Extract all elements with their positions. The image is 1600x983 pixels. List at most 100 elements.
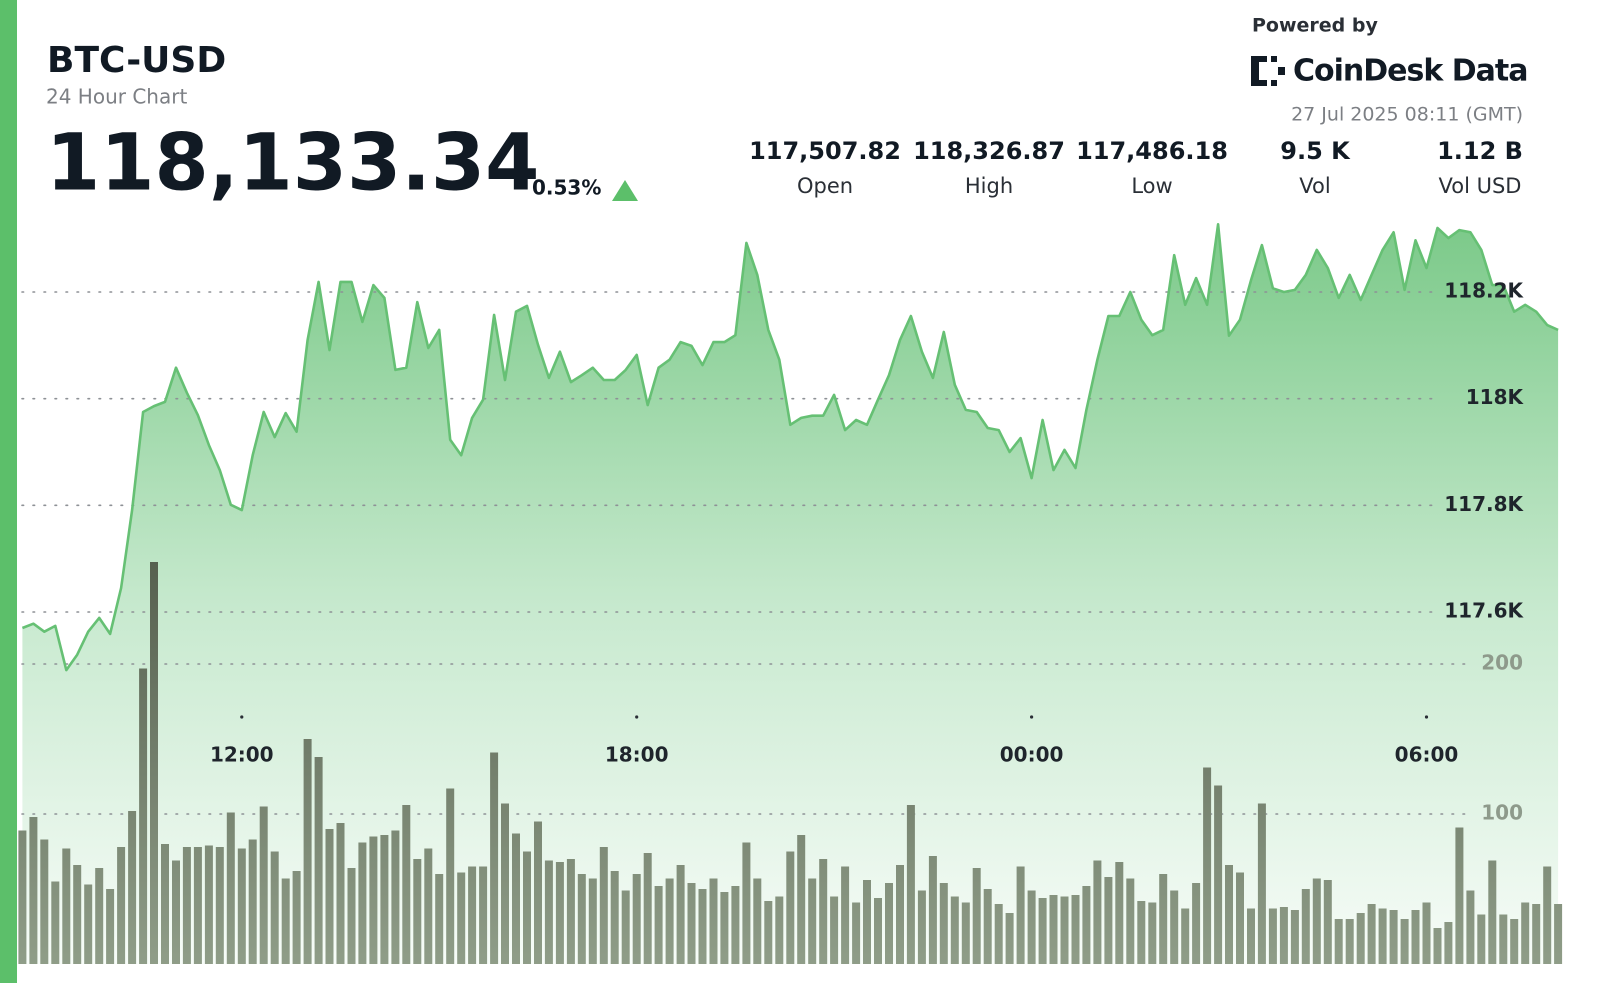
volume-bar bbox=[775, 896, 784, 964]
volume-bar bbox=[336, 823, 345, 964]
volume-bar bbox=[1345, 919, 1354, 964]
accent-stripe bbox=[0, 0, 17, 983]
volume-bar bbox=[753, 878, 762, 964]
x-tick-mark bbox=[635, 715, 639, 719]
y-tick-label: 118.2K bbox=[1444, 279, 1524, 303]
volume-bar bbox=[577, 874, 586, 964]
volume-bar bbox=[972, 868, 981, 964]
volume-bar bbox=[1444, 922, 1453, 964]
volume-bar bbox=[698, 889, 707, 964]
volume-bar bbox=[1290, 910, 1299, 964]
change-percent: 0.53% bbox=[532, 176, 601, 200]
volume-bar bbox=[665, 878, 674, 964]
volume-bar bbox=[1389, 910, 1398, 964]
stat-value: 117,486.18 bbox=[1076, 137, 1228, 165]
volume-bar bbox=[1521, 902, 1530, 964]
volume-bar bbox=[1027, 890, 1036, 964]
volume-bar bbox=[1104, 877, 1113, 964]
volume-bar bbox=[731, 886, 740, 964]
volume-bar bbox=[1455, 827, 1464, 964]
volume-bar bbox=[599, 847, 608, 964]
volume-bar bbox=[226, 812, 235, 964]
volume-bar bbox=[1071, 895, 1080, 964]
volume-bar bbox=[139, 668, 148, 964]
volume-bar bbox=[950, 896, 959, 964]
x-tick-mark bbox=[240, 715, 244, 719]
volume-bar bbox=[468, 866, 477, 964]
volume-bar bbox=[534, 821, 542, 964]
volume-bar bbox=[182, 847, 191, 964]
volume-bar bbox=[764, 901, 773, 964]
volume-bar bbox=[325, 829, 334, 964]
volume-bar bbox=[961, 902, 970, 964]
volume-bar bbox=[1488, 860, 1497, 964]
volume-bar bbox=[84, 884, 93, 964]
volume-bar bbox=[1334, 919, 1343, 964]
volume-bar bbox=[1312, 878, 1321, 964]
volume-bar bbox=[457, 872, 466, 964]
volume-bar bbox=[413, 859, 422, 964]
x-tick-label: 06:00 bbox=[1395, 743, 1459, 767]
volume-bar bbox=[709, 878, 718, 964]
volume-bar bbox=[841, 866, 850, 964]
volume-bar bbox=[1082, 886, 1091, 964]
volume-bar bbox=[446, 788, 455, 964]
volume-bar bbox=[347, 868, 356, 964]
volume-bar bbox=[896, 865, 904, 964]
volume-bar bbox=[248, 839, 257, 964]
volume-bar bbox=[1049, 895, 1058, 964]
volume-bar bbox=[1203, 767, 1212, 964]
volume-bar bbox=[281, 878, 290, 964]
price-line bbox=[21, 223, 1559, 672]
volume-bar bbox=[676, 865, 685, 964]
brand-logo bbox=[1251, 56, 1285, 86]
volume-bar bbox=[523, 851, 531, 964]
volume-bar bbox=[1378, 908, 1387, 964]
volume-bar bbox=[1170, 890, 1179, 964]
volume-bar bbox=[621, 890, 630, 964]
volume-bar bbox=[117, 847, 126, 964]
volume-bar bbox=[1115, 862, 1124, 964]
volume-bar bbox=[172, 860, 180, 964]
volume-bar bbox=[819, 859, 828, 964]
price-area bbox=[22, 224, 1559, 965]
volume-bar bbox=[479, 866, 488, 964]
volume-bar bbox=[215, 847, 224, 964]
volume-bar bbox=[62, 848, 71, 964]
volume-bar bbox=[128, 811, 137, 964]
subtitle: 24 Hour Chart bbox=[46, 85, 187, 109]
y-tick-label: 117.6K bbox=[1444, 599, 1524, 623]
volume-bar bbox=[720, 892, 729, 964]
volume-bar bbox=[1126, 878, 1135, 964]
volume-bar bbox=[1247, 908, 1255, 964]
volume-bar bbox=[1466, 890, 1475, 964]
volume-bar bbox=[555, 862, 564, 964]
x-tick-mark bbox=[1029, 715, 1034, 719]
volume-bar bbox=[1214, 785, 1223, 964]
volume-bar bbox=[380, 835, 389, 964]
volume-bar bbox=[830, 896, 839, 964]
volume-bar bbox=[292, 871, 301, 964]
volume-bar bbox=[610, 871, 619, 964]
stat-value: 118,326.87 bbox=[913, 137, 1065, 165]
powered-by: Powered by bbox=[1252, 15, 1378, 37]
volume-bar bbox=[358, 842, 367, 964]
volume-bar bbox=[501, 803, 509, 964]
volume-bar bbox=[512, 833, 520, 964]
stat-label: High bbox=[965, 174, 1013, 198]
volume-bar bbox=[1301, 889, 1310, 964]
volume-bar bbox=[18, 830, 27, 964]
x-tick-mark bbox=[1424, 715, 1429, 719]
volume-bar bbox=[994, 904, 1003, 964]
volume-bar bbox=[193, 847, 202, 964]
x-tick-label: 00:00 bbox=[1000, 743, 1064, 767]
volume-bar bbox=[29, 817, 38, 964]
volume-bar bbox=[1159, 874, 1168, 964]
volume-bar bbox=[939, 883, 948, 964]
volume-bar bbox=[95, 868, 104, 964]
volume-bar bbox=[369, 836, 378, 964]
volume-bar bbox=[1236, 872, 1244, 964]
volume-bar bbox=[1510, 919, 1519, 964]
volume-bar bbox=[797, 835, 806, 964]
volume-bar bbox=[808, 878, 817, 964]
